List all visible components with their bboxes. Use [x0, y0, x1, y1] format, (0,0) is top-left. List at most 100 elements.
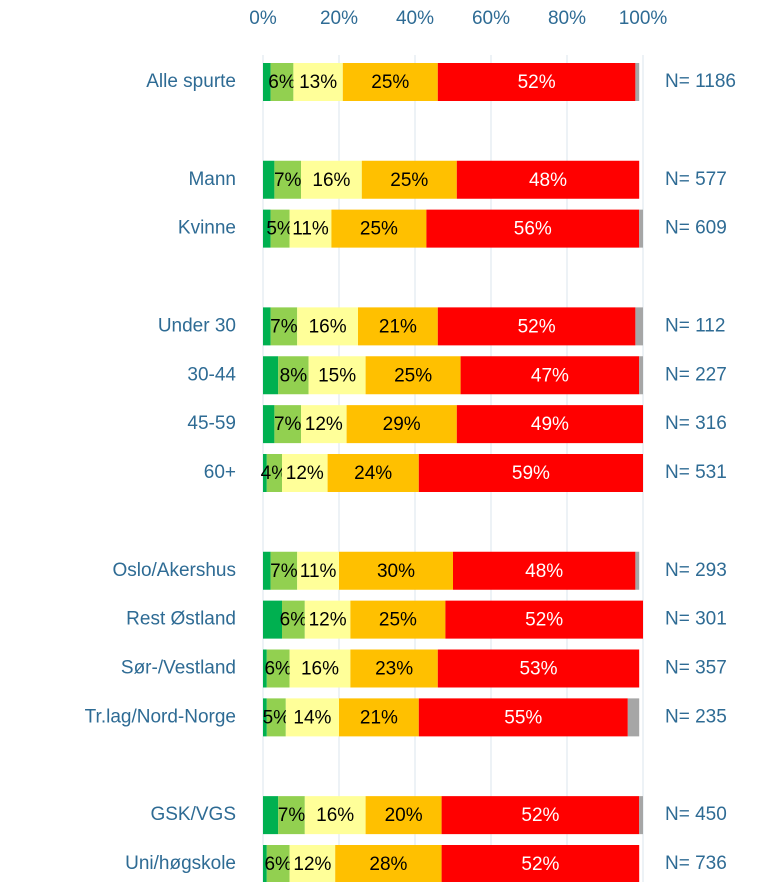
data-label: 55%	[504, 707, 542, 728]
data-label: 7%	[270, 561, 298, 582]
x-tick-label: 80%	[548, 8, 586, 29]
category-label: 45-59	[187, 413, 236, 434]
bar-segment	[358, 307, 438, 346]
category-label: Sør-/Vestland	[121, 658, 236, 679]
data-label: 7%	[274, 170, 302, 191]
category-label: Oslo/Akershus	[112, 560, 236, 581]
data-label: 7%	[274, 414, 302, 435]
bar-segment	[339, 551, 453, 590]
category-label: Tr.lag/Nord-Norge	[85, 706, 236, 727]
bar-segment	[263, 649, 267, 688]
bar-segment	[426, 209, 640, 248]
bar-segment	[441, 796, 640, 835]
n-label: N= 301	[665, 609, 727, 630]
bar-segment	[361, 160, 457, 199]
data-label: 12%	[286, 463, 324, 484]
data-label: 49%	[531, 414, 569, 435]
bar-segment	[278, 796, 305, 835]
bar-segment	[456, 160, 640, 199]
bar-segment	[301, 405, 347, 444]
data-label: 20%	[385, 805, 423, 826]
data-label: 52%	[525, 610, 563, 631]
category-label: 60+	[204, 462, 236, 483]
bar-segment	[263, 160, 275, 199]
bar-segment	[346, 405, 457, 444]
data-label: 52%	[521, 854, 559, 875]
bar-segment	[263, 454, 267, 492]
data-label: 52%	[521, 805, 559, 826]
bar-segment	[270, 209, 290, 248]
bar-segment	[270, 63, 294, 101]
data-label: 48%	[529, 170, 567, 191]
bar-segment	[266, 698, 286, 737]
bar-segment	[304, 796, 366, 835]
bar-segment	[365, 796, 442, 835]
category-label: GSK/VGS	[150, 804, 236, 825]
bar-segment	[278, 356, 309, 395]
data-label: 6%	[268, 72, 296, 93]
bar-segment	[263, 796, 279, 835]
bar-segment	[270, 551, 298, 590]
bar-segment	[445, 600, 643, 639]
category-label: Rest Østland	[126, 609, 236, 630]
data-label: 16%	[316, 805, 354, 826]
bar-segment	[639, 796, 643, 835]
bar-segment	[274, 160, 301, 199]
bar-segment	[270, 307, 298, 346]
category-label: Kvinne	[178, 218, 236, 239]
bar-segment	[289, 845, 336, 882]
n-label: N= 227	[665, 364, 727, 385]
bar-segment	[285, 698, 339, 737]
bar-segment	[453, 551, 636, 590]
data-label: 21%	[360, 707, 398, 728]
data-label: 5%	[263, 707, 291, 728]
data-label: 8%	[280, 365, 308, 386]
x-tick-label: 20%	[320, 8, 358, 29]
n-label: N= 293	[665, 560, 727, 581]
bar-segment	[635, 551, 640, 590]
bar-segment	[437, 649, 640, 688]
category-label: 30-44	[187, 364, 236, 385]
n-label: N= 450	[665, 804, 727, 825]
bar-segment	[441, 845, 640, 882]
n-label: N= 316	[665, 413, 727, 434]
bar-segment	[297, 551, 339, 590]
bar-segment	[331, 209, 427, 248]
data-label: 7%	[278, 805, 306, 826]
bar-segment	[339, 698, 419, 737]
bar-segment	[301, 160, 362, 199]
category-label: Mann	[188, 169, 236, 190]
data-label: 25%	[379, 610, 417, 631]
bar-segment	[639, 209, 643, 248]
data-label: 28%	[369, 854, 407, 875]
bar-segment	[350, 649, 438, 688]
bar-segment	[297, 307, 358, 346]
data-label: 47%	[531, 365, 569, 386]
data-label: 16%	[312, 170, 350, 191]
data-label: 12%	[309, 610, 347, 631]
bar-segment	[289, 649, 351, 688]
data-label: 6%	[264, 659, 292, 680]
n-label: N= 112	[665, 315, 725, 336]
bar-segment	[282, 600, 305, 639]
data-label: 12%	[293, 854, 331, 875]
data-label: 56%	[514, 219, 552, 240]
data-label: 15%	[318, 365, 356, 386]
data-label: 13%	[299, 72, 337, 93]
data-label: 16%	[301, 659, 339, 680]
bar-segment	[266, 454, 282, 492]
data-label: 23%	[375, 659, 413, 680]
data-label: 24%	[354, 463, 392, 484]
bar-segment	[418, 454, 643, 492]
bar-segment	[263, 405, 275, 444]
bar-segment	[342, 63, 438, 101]
data-label: 25%	[371, 72, 409, 93]
data-label: 16%	[309, 316, 347, 337]
bar-segment	[266, 845, 290, 882]
bar-segment	[437, 307, 636, 346]
bar-segment	[327, 454, 419, 492]
data-label: 52%	[518, 72, 556, 93]
bar-segment	[274, 405, 301, 444]
n-label: N= 1186	[665, 71, 736, 92]
